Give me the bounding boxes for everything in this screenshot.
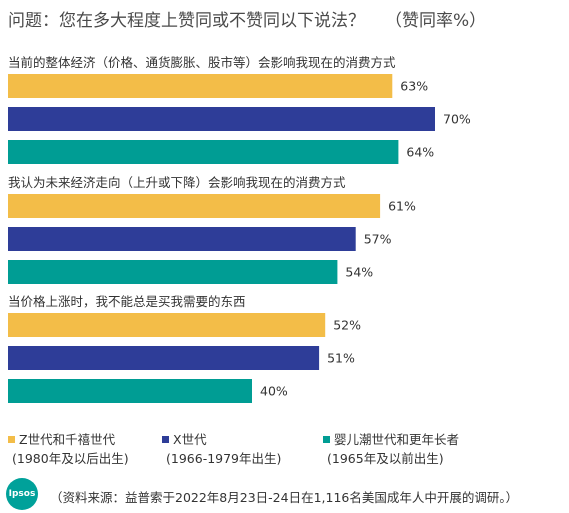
legend-label-2: 婴儿潮世代和更年长者 [334, 432, 460, 447]
value-label-0-1: 70% [443, 112, 471, 127]
value-label-2-0: 52% [333, 318, 361, 333]
bar-chart: 当前的整体经济（价格、通货膨胀、股市等）会影响我现在的消费方式 63% 70% 64%… [8, 55, 471, 403]
category-label-1: 我认为未来经济走向（上升或下降）会影响我现在的消费方式 [8, 175, 346, 190]
value-label-1-0: 61% [388, 199, 416, 214]
bar-0-2 [8, 140, 399, 164]
legend-swatch-1 [162, 436, 169, 443]
bar-2-1 [8, 346, 320, 370]
bar-0-0 [8, 74, 393, 98]
value-label-2-1: 51% [327, 351, 355, 366]
legend-item-0: Z世代和千禧世代 (1980年及以后出生) [8, 430, 129, 468]
legend-item-1: X世代 (1966-1979年出生) [162, 430, 281, 468]
bar-2-2 [8, 379, 252, 403]
title-note: （赞同率%） [385, 11, 487, 31]
bar-2-0 [8, 313, 326, 337]
category-label-2: 当价格上涨时，我不能总是买我需要的东西 [8, 294, 246, 309]
title-question: 问题：您在多大程度上赞同或不赞同以下说法？ [8, 11, 365, 31]
source-note: （资料来源：益普索于2022年8月23日-24日在1,116名美国成年人中开展的… [50, 490, 519, 505]
value-label-1-2: 54% [345, 265, 373, 280]
value-label-0-0: 63% [400, 79, 428, 94]
legend-sub-1: (1966-1979年出生) [166, 451, 282, 466]
value-label-0-2: 64% [406, 145, 434, 160]
legend-label-0: Z世代和千禧世代 [19, 432, 116, 447]
logo-text: Ipsos [8, 489, 36, 499]
bar-1-0 [8, 194, 381, 218]
value-label-1-1: 57% [364, 232, 392, 247]
bar-1-2 [8, 260, 338, 284]
legend-label-1: X世代 [173, 432, 207, 447]
ipsos-logo: Ipsos [6, 478, 38, 510]
chart-title: 问题：您在多大程度上赞同或不赞同以下说法？ （赞同率%） [8, 6, 486, 31]
legend-swatch-2 [323, 436, 330, 443]
bar-0-1 [8, 107, 435, 131]
legend-item-2: 婴儿潮世代和更年长者 (1965年及以前出生) [323, 430, 459, 468]
legend-sub-0: (1980年及以后出生) [12, 451, 129, 466]
value-label-2-2: 40% [260, 384, 288, 399]
legend-sub-2: (1965年及以前出生) [327, 451, 444, 466]
category-label-0: 当前的整体经济（价格、通货膨胀、股市等）会影响我现在的消费方式 [8, 55, 396, 70]
legend-swatch-0 [8, 436, 15, 443]
bar-1-1 [8, 227, 356, 251]
